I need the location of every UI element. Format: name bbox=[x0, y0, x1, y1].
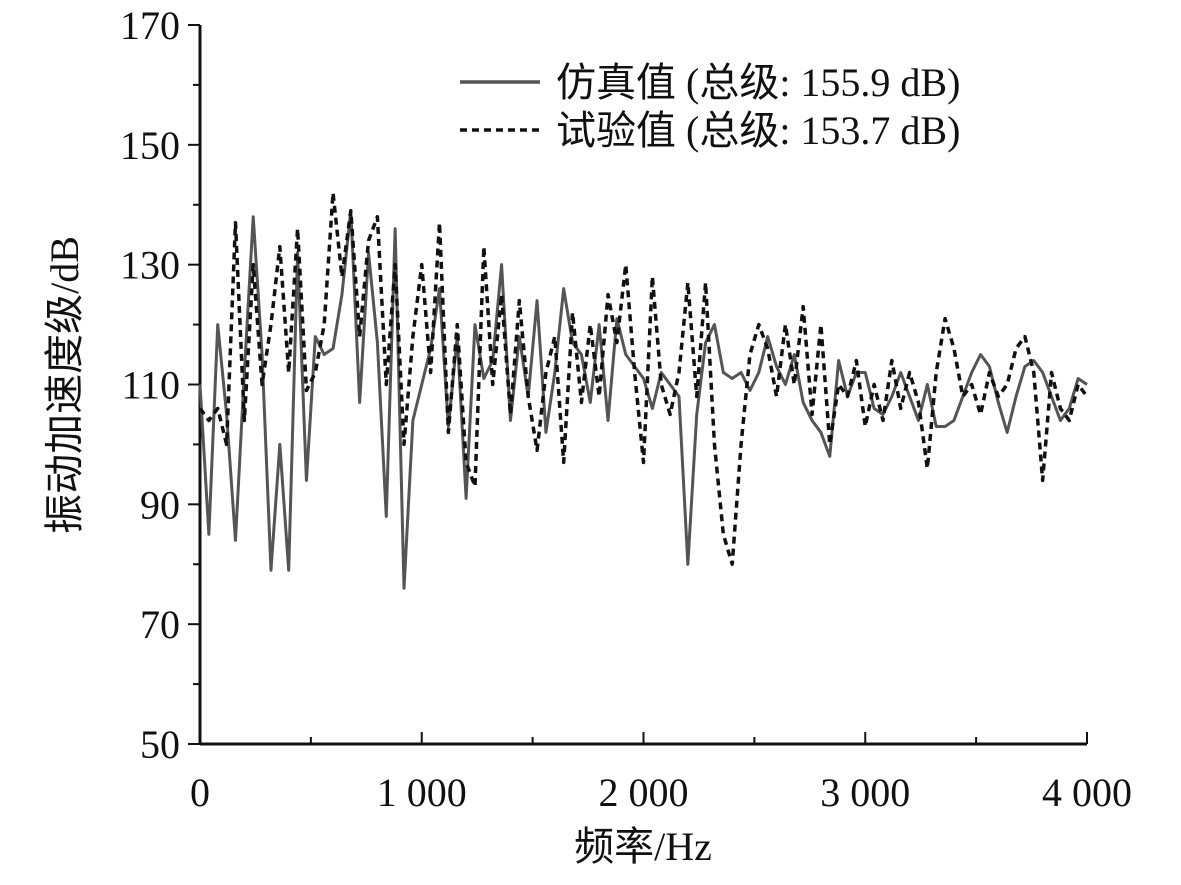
y-tick-label: 170 bbox=[120, 3, 180, 48]
y-tick-label: 150 bbox=[120, 123, 180, 168]
y-tick-label: 90 bbox=[140, 482, 180, 527]
y-axis-label: 振动加速度级/dB bbox=[42, 236, 87, 534]
x-tick-label: 3 000 bbox=[820, 770, 910, 815]
x-tick-label: 0 bbox=[190, 770, 210, 815]
y-tick-label: 130 bbox=[120, 243, 180, 288]
x-tick-label: 2 000 bbox=[599, 770, 689, 815]
legend-label: 仿真值 (总级: 155.9 dB) bbox=[556, 60, 960, 105]
y-tick-label: 70 bbox=[140, 602, 180, 647]
x-axis-label: 频率/Hz bbox=[574, 824, 712, 869]
y-tick-label: 110 bbox=[121, 363, 180, 408]
series-line bbox=[198, 209, 1088, 590]
x-tick-label: 4 000 bbox=[1042, 770, 1132, 815]
y-tick-label: 50 bbox=[140, 722, 180, 767]
legend-label: 试验值 (总级: 153.7 dB) bbox=[556, 108, 960, 153]
x-tick-label: 1 000 bbox=[377, 770, 467, 815]
series-line bbox=[198, 191, 1089, 566]
